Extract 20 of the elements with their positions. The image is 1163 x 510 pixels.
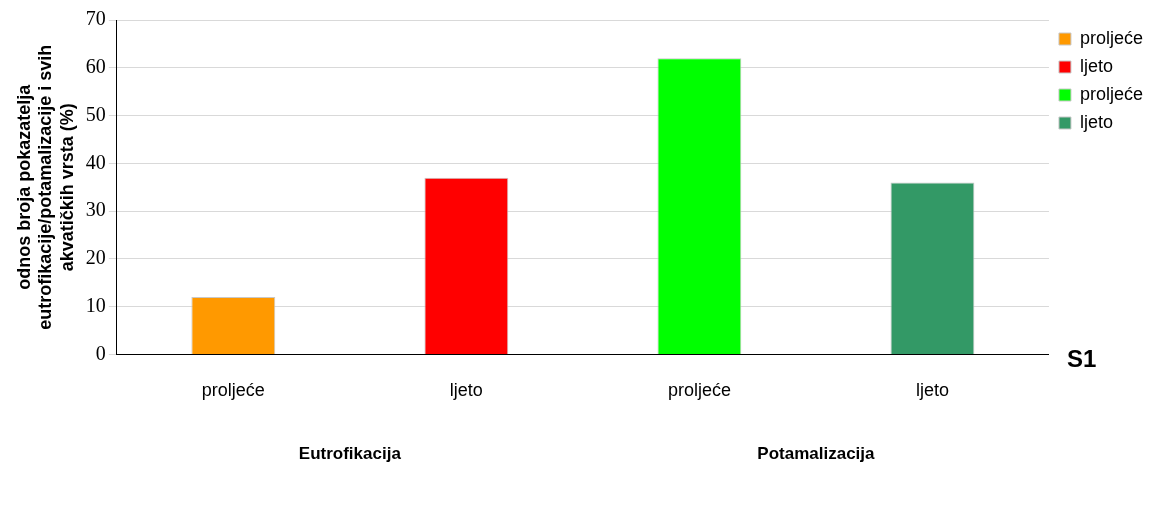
y-tick-label: 70 (85, 7, 106, 30)
x-tick-label: ljeto (449, 380, 483, 401)
text: Potamalizacija (757, 444, 876, 464)
y-tick-label: 50 (85, 102, 106, 125)
y-tick-label: 60 (85, 55, 106, 78)
legend-label: proljeće (1079, 27, 1144, 48)
text: S1 (1066, 345, 1097, 373)
legend-label: ljeto (1079, 55, 1113, 76)
legend-label: ljeto (1079, 111, 1113, 132)
y-tick-label: 30 (85, 198, 106, 221)
y-axis-title: odnos broja pokazatelja eutrofikacije/potamalizacije i svih akvatičkih vrsta (%) (13, 44, 77, 330)
text: Eutrofikacija (298, 444, 402, 464)
x-tick-label: ljeto (915, 380, 949, 401)
y-tick-label: 10 (85, 293, 106, 316)
x-tick-label: proljeće (667, 380, 731, 401)
y-tick-label: 0 (95, 341, 106, 364)
y-tick-label: 20 (85, 246, 106, 269)
x-tick-label: proljeće (201, 380, 265, 401)
y-tick-label: 40 (85, 150, 106, 173)
legend-label: proljeće (1079, 83, 1144, 104)
